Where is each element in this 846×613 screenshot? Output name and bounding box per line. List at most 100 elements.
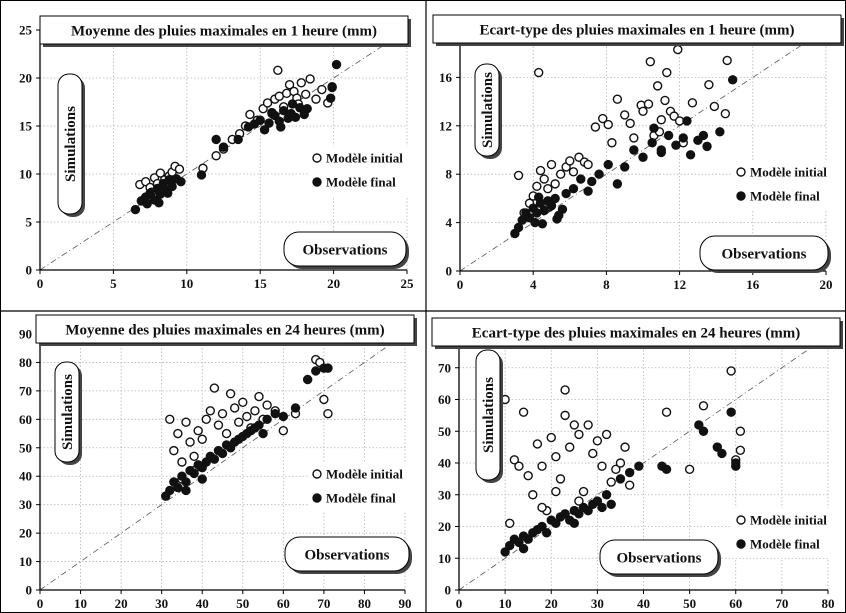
final-point [211, 134, 221, 145]
legend-final-marker [736, 191, 746, 201]
y-axis-label: Simulations [480, 72, 496, 148]
final-point [537, 521, 547, 532]
legend-final-marker [312, 493, 322, 503]
initial-point [551, 451, 561, 462]
initial-point [583, 420, 593, 430]
chart-title: Moyenne des pluies maximales en 24 heure… [65, 323, 384, 339]
final-point [583, 186, 593, 196]
title-box [35, 314, 415, 344]
x-tick-label: 15 [254, 276, 268, 291]
final-point [311, 366, 321, 376]
legend-final-label: Modèle final [326, 175, 396, 190]
final-point [712, 442, 722, 452]
final-point [587, 176, 597, 187]
initial-point [574, 429, 584, 440]
x-tick-label: 5 [110, 276, 117, 291]
y-tick-label: 70 [19, 383, 32, 398]
initial-point [603, 119, 613, 130]
y-tick-label: 20 [438, 519, 451, 534]
final-point [576, 174, 586, 184]
y-tick-label: 25 [19, 23, 33, 38]
y-axis-label: Simulations [60, 374, 76, 450]
y-tick-label: 50 [438, 424, 451, 439]
x-tick-label: 80 [822, 596, 835, 611]
x-tick-label: 40 [196, 596, 209, 611]
legend-initial-marker [736, 167, 746, 177]
legend-final-label: Modèle final [750, 189, 820, 204]
initial-point [284, 80, 295, 90]
final-point [176, 176, 186, 187]
final-point [290, 112, 301, 123]
x-tick-label: 20 [327, 276, 340, 291]
initial-point [709, 101, 720, 112]
final-point [638, 152, 648, 162]
xlabel-box [699, 235, 829, 271]
initial-point [597, 461, 607, 471]
final-point [592, 496, 603, 506]
final-point [197, 474, 207, 484]
initial-point [317, 84, 327, 95]
y-tick-label: 40 [19, 469, 32, 484]
final-point [196, 170, 207, 180]
chart-panel-3: 0 10 20 30 40 50 60 70 80 90 0 10 20 30 40 50 60 70 80 90 Mo… [19, 314, 417, 611]
y-tick-label: 15 [19, 119, 33, 134]
final-point [661, 464, 672, 475]
x-tick-label: 20 [115, 596, 128, 611]
final-point [130, 204, 141, 215]
chart-title: Moyenne des pluies maximales en 1 heure … [71, 24, 377, 40]
ylabel-box [57, 73, 83, 215]
final-point [218, 142, 229, 152]
final-point [255, 115, 265, 125]
final-point [685, 150, 696, 160]
final-point [189, 468, 199, 479]
y-tick-label: 20 [19, 71, 32, 86]
final-point [568, 184, 579, 194]
x-axis-label: Observations [304, 548, 389, 564]
initial-point [528, 490, 538, 500]
chart-title: Ecart-type des pluies maximales en 24 he… [472, 326, 800, 342]
x-tick-label: 25 [401, 276, 415, 291]
legend-final-marker [312, 177, 322, 187]
initial-point [673, 44, 683, 55]
final-point [557, 204, 568, 214]
x-tick-label: 30 [591, 596, 604, 611]
legend-final-label: Modèle final [326, 491, 396, 506]
xlabel-box [283, 231, 407, 267]
x-tick-label: 0 [37, 276, 44, 291]
x-tick-label: 0 [37, 596, 44, 611]
initial-point [720, 108, 731, 119]
final-point [167, 181, 177, 192]
legend-initial-label: Modèle initial [750, 165, 827, 180]
final-point [270, 408, 280, 419]
final-point [302, 374, 313, 385]
final-point [551, 518, 561, 529]
initial-point [590, 122, 601, 132]
x-tick-label: 20 [820, 277, 833, 292]
chart-title: Ecart-type des pluies maximales en 1 heu… [479, 23, 794, 39]
x-tick-label: 50 [236, 596, 249, 611]
initial-point [620, 110, 630, 120]
final-point [518, 544, 529, 554]
initial-point [262, 400, 272, 410]
diagonal-line [39, 29, 408, 271]
initial-point [523, 471, 533, 481]
final-point [603, 159, 613, 170]
title-box [431, 317, 841, 347]
final-point [583, 505, 593, 516]
initial-point [611, 464, 621, 475]
final-point [259, 125, 270, 135]
initial-point [569, 420, 580, 430]
x-tick-label: 80 [358, 596, 371, 611]
initial-point [662, 67, 672, 78]
initial-point [660, 95, 670, 106]
final-point [634, 461, 644, 471]
initial-point [193, 426, 203, 436]
final-point [560, 509, 570, 519]
initial-point [217, 408, 228, 419]
legend-initial-marker [736, 515, 746, 525]
final-point [550, 193, 560, 204]
final-point [678, 133, 688, 143]
final-point [500, 547, 510, 557]
